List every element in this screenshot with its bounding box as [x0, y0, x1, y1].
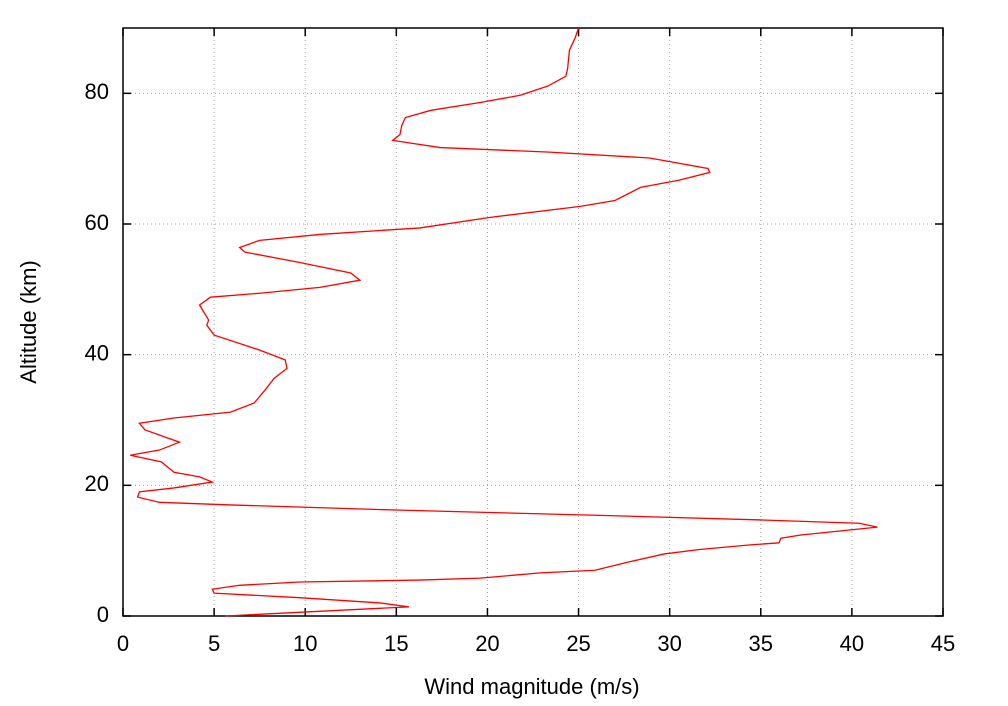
x-tick-label: 35	[749, 631, 773, 656]
y-tick-label: 60	[85, 210, 109, 235]
x-tick-label: 25	[566, 631, 590, 656]
x-tick-label: 5	[208, 631, 220, 656]
plot-frame	[122, 27, 944, 617]
y-tick-label: 0	[97, 602, 109, 627]
x-tick-label: 30	[657, 631, 681, 656]
y-tick-label: 40	[85, 340, 109, 365]
x-tick-label: 0	[117, 631, 129, 656]
y-tick-label: 20	[85, 471, 109, 496]
x-tick-label: 40	[840, 631, 864, 656]
x-tick-label: 10	[293, 631, 317, 656]
x-tick-label: 45	[931, 631, 955, 656]
x-axis-label: Wind magnitude (m/s)	[424, 674, 639, 699]
y-tick-label: 80	[85, 79, 109, 104]
x-tick-label: 15	[384, 631, 408, 656]
x-tick-label: 20	[475, 631, 499, 656]
y-axis-label: Altitude (km)	[16, 260, 41, 383]
data-line	[130, 27, 878, 617]
